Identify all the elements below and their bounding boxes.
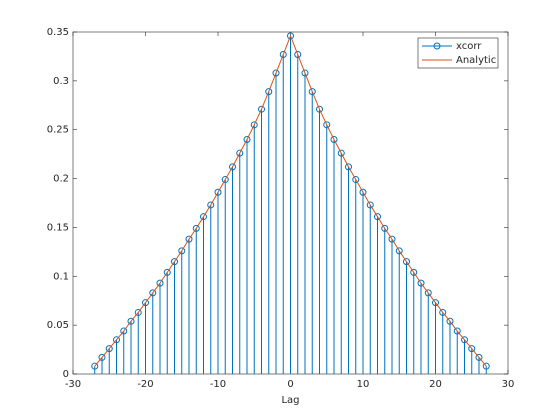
- stem-marker: [250, 121, 258, 129]
- stem-marker: [294, 50, 302, 58]
- stem-marker: [337, 149, 345, 157]
- stem-marker: [265, 88, 273, 96]
- stem-marker: [156, 279, 164, 287]
- stem-marker: [221, 176, 229, 184]
- stem-marker: [134, 308, 142, 316]
- x-tick-label: -10: [210, 379, 226, 390]
- x-tick-label: 0: [287, 379, 293, 390]
- stem-marker: [381, 224, 389, 232]
- x-tick-label: -30: [65, 379, 81, 390]
- stem-marker: [432, 299, 439, 307]
- stem-marker: [200, 213, 207, 221]
- stem-marker: [475, 353, 483, 361]
- stem-marker: [316, 105, 323, 113]
- stem-marker: [424, 289, 432, 297]
- x-tick-label: 30: [502, 379, 515, 390]
- stem-marker: [352, 176, 360, 184]
- stem-marker: [323, 121, 331, 129]
- y-tick-label: 0.1: [53, 271, 69, 282]
- y-tick-label: 0.2: [53, 174, 69, 185]
- y-tick-label: 0.05: [47, 320, 69, 331]
- stem-marker: [163, 268, 171, 276]
- stem-marker: [91, 362, 99, 370]
- stem-marker: [171, 258, 178, 266]
- stem-marker: [345, 163, 352, 171]
- stem-marker: [113, 336, 120, 344]
- stem-marker: [236, 149, 244, 157]
- y-tick-label: 0.25: [47, 125, 69, 136]
- y-tick-label: 0.35: [47, 27, 69, 38]
- stem-marker: [330, 135, 338, 143]
- legend-label: Analytic: [456, 55, 496, 66]
- x-tick-label: 10: [357, 379, 370, 390]
- stem-marker: [366, 201, 374, 209]
- y-tick-label: 0.15: [47, 222, 69, 233]
- stem-marker: [453, 327, 461, 335]
- stem-marker: [482, 362, 490, 370]
- stem-marker: [410, 268, 418, 276]
- stem-marker: [185, 235, 193, 243]
- stem-marker: [439, 308, 447, 316]
- stem-marker: [120, 327, 128, 335]
- stem-marker: [105, 345, 113, 353]
- stem-marker: [279, 50, 287, 58]
- stem-marker: [395, 247, 403, 255]
- stem-marker: [359, 188, 367, 196]
- stem-marker: [178, 247, 186, 255]
- stem-marker: [127, 317, 135, 325]
- y-tick-label: 0.3: [53, 76, 69, 87]
- stem-marker: [149, 289, 157, 297]
- stem-marker: [272, 69, 280, 77]
- stem-marker: [142, 299, 149, 307]
- stem-marker: [374, 213, 381, 221]
- stem-marker: [403, 258, 410, 266]
- stem-marker: [192, 224, 200, 232]
- stem-marker: [461, 336, 468, 344]
- stem-marker: [229, 163, 236, 171]
- stem-marker: [243, 135, 251, 143]
- legend-box: [417, 37, 499, 69]
- line: [94, 34, 487, 367]
- stem-marker: [417, 279, 425, 287]
- x-axis-label: Lag: [281, 395, 299, 406]
- stem-marker: [258, 105, 265, 113]
- x-tick-label: 20: [429, 379, 442, 390]
- legend-label: xcorr: [456, 41, 482, 52]
- stem-marker: [214, 188, 222, 196]
- stem-marker: [98, 353, 106, 361]
- stem-marker: [468, 345, 476, 353]
- y-tick-label: 0: [63, 369, 69, 380]
- legend-marker: [433, 42, 441, 50]
- stem-marker: [308, 88, 316, 96]
- stem-marker: [388, 235, 396, 243]
- stem-marker: [207, 201, 215, 209]
- stem-marker: [287, 32, 294, 40]
- stem-marker: [446, 317, 454, 325]
- stem-marker: [301, 69, 309, 77]
- x-tick-label: -20: [137, 379, 153, 390]
